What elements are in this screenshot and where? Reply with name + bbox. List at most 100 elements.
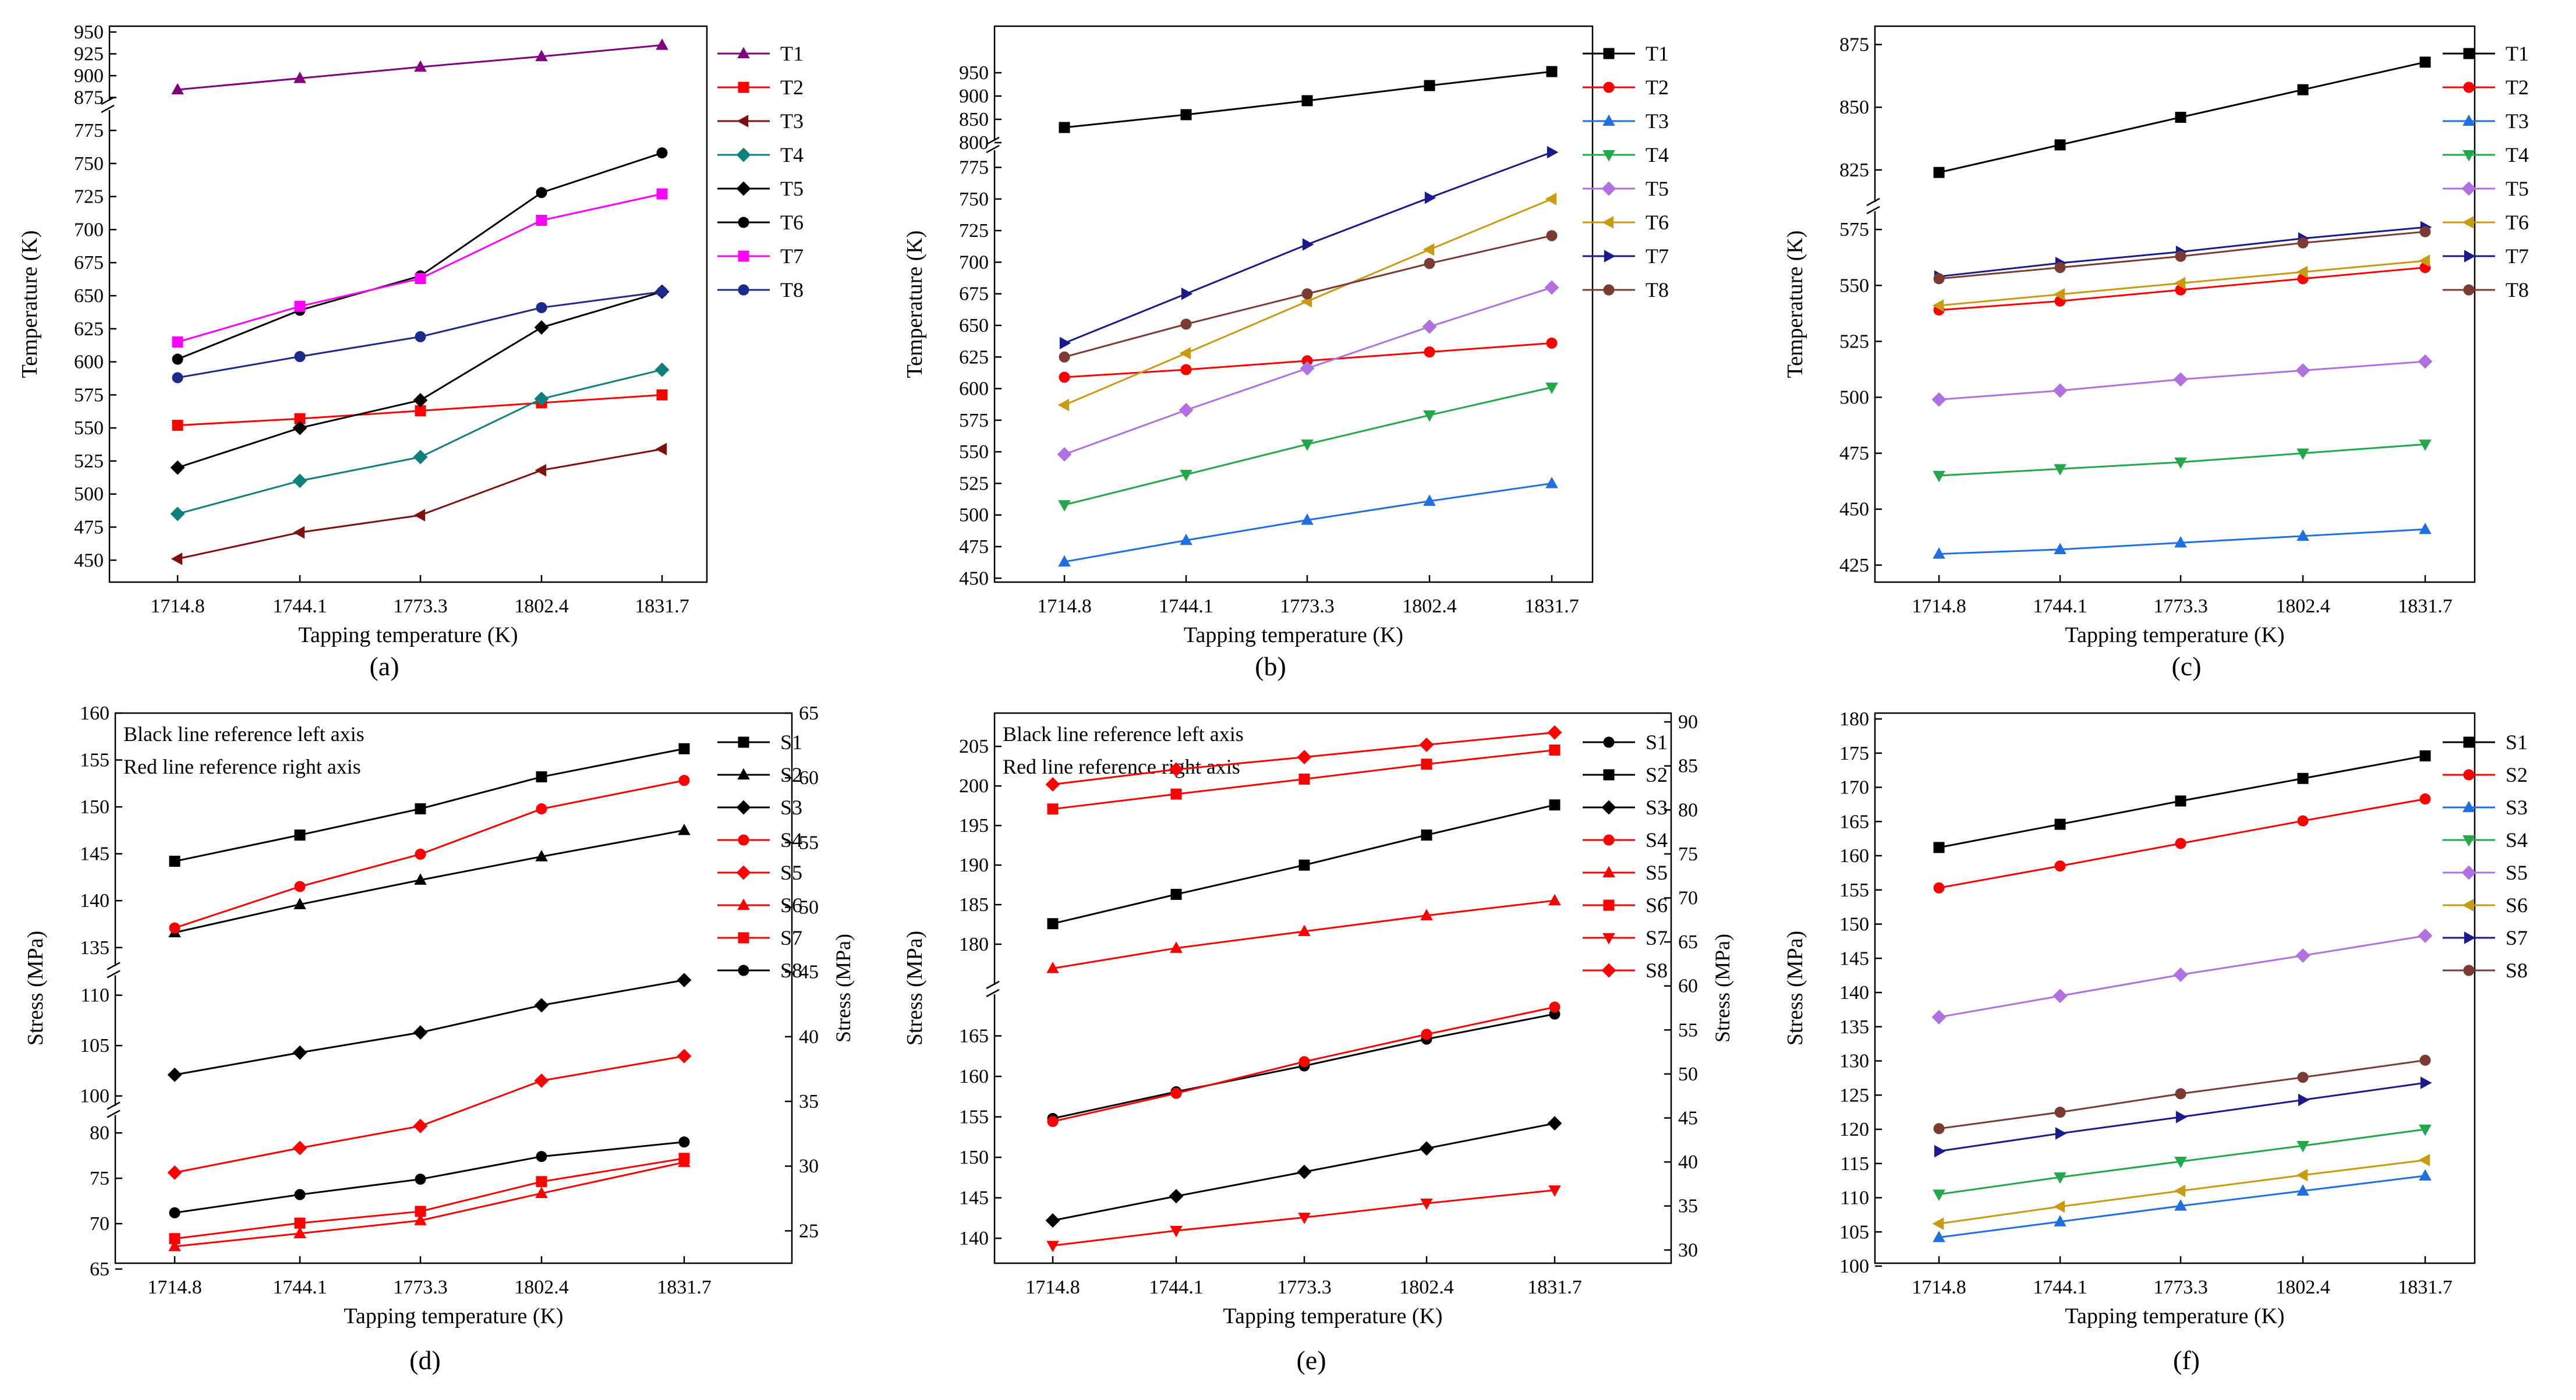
data-point — [2173, 967, 2188, 982]
data-point — [294, 1217, 306, 1229]
legend-label: S2 — [1646, 763, 1668, 786]
y-tick-label: 125 — [1839, 1084, 1869, 1106]
data-point — [1058, 555, 1071, 567]
y-tick-label: 185 — [959, 894, 989, 916]
data-point — [1423, 410, 1436, 422]
data-point — [171, 552, 183, 565]
data-point — [170, 460, 185, 475]
data-point — [414, 60, 427, 72]
legend-label: S5 — [2506, 861, 2528, 884]
legend-label: T5 — [2506, 177, 2529, 200]
legend-marker — [2462, 114, 2475, 126]
legend-marker — [1602, 150, 1615, 162]
y-right-tick-label: 80 — [1678, 799, 1698, 821]
legend-marker — [2462, 800, 2475, 813]
data-point — [1545, 193, 1557, 205]
series-T3: T3 — [1058, 109, 1669, 567]
y-right-tick-label: 70 — [1678, 888, 1698, 909]
x-tick-label: 1802.4 — [1399, 1277, 1454, 1298]
data-point — [1548, 894, 1561, 906]
legend-marker — [2463, 965, 2475, 976]
data-point — [1547, 1116, 1562, 1131]
series-S4: S4 — [169, 775, 802, 934]
data-point — [293, 1227, 306, 1239]
data-point — [1933, 470, 1945, 483]
series-line — [174, 1055, 685, 1174]
data-point — [2297, 448, 2309, 460]
data-point — [1169, 1189, 1184, 1204]
legend-label: S4 — [1646, 828, 1668, 852]
data-point — [2175, 1088, 2186, 1100]
series-S3: S3 — [1933, 796, 2528, 1242]
data-point — [656, 188, 668, 200]
data-point — [1546, 230, 1558, 242]
panel-label: (f) — [2173, 1345, 2200, 1375]
data-point — [535, 464, 547, 477]
y-right-tick-label: 65 — [1678, 931, 1698, 953]
series-T4: T4 — [170, 143, 804, 522]
x-tick-label: 1773.3 — [1280, 596, 1335, 617]
data-point — [1169, 762, 1184, 777]
data-point — [2297, 529, 2309, 541]
y-tick-label: 950 — [959, 62, 989, 84]
data-point — [2174, 1185, 2186, 1197]
data-point — [169, 922, 181, 934]
y-tick-label: 155 — [1839, 880, 1869, 901]
y-tick-label: 475 — [74, 517, 104, 538]
legend-label: S2 — [780, 763, 802, 786]
y-tick-label: 850 — [959, 109, 989, 130]
data-point — [2297, 772, 2309, 784]
y-tick-label: 600 — [74, 352, 104, 373]
legend-label: T2 — [780, 76, 804, 99]
y-right-tick-label: 50 — [1678, 1064, 1698, 1085]
series-T7: T7 — [1059, 146, 1669, 350]
y-tick-label: 600 — [959, 378, 989, 400]
x-tick-label: 1802.4 — [2276, 596, 2330, 617]
series-T8: T8 — [172, 278, 804, 384]
data-point — [1298, 1213, 1311, 1224]
chart-panel-e: 140 145 150 155 160 165 180 185 190 195 200 205 30 35… — [903, 711, 1734, 1375]
x-tick-label: 1802.4 — [514, 1277, 569, 1298]
data-point — [2419, 1169, 2432, 1181]
series-S6: S6 — [1047, 745, 1668, 917]
data-point — [2175, 795, 2186, 807]
series-T5: T5 — [1931, 177, 2529, 407]
data-point — [677, 973, 692, 988]
series-T3: T3 — [171, 109, 804, 565]
panel-label: (e) — [1296, 1345, 1326, 1375]
series-S5: S5 — [1931, 861, 2528, 1025]
axis-break-gap — [102, 101, 116, 110]
data-point — [292, 473, 307, 488]
series-T1: T1 — [171, 38, 804, 95]
legend-label: T4 — [2506, 143, 2529, 166]
legend-marker — [2462, 899, 2474, 912]
series-line — [177, 152, 663, 360]
data-point — [1421, 759, 1432, 770]
data-point — [1932, 1217, 1944, 1230]
x-tick-label: 1773.3 — [2153, 596, 2208, 617]
data-point — [2418, 354, 2433, 369]
y-tick-label: 700 — [74, 219, 104, 240]
legend-label: S7 — [780, 926, 802, 949]
axis-break-mark — [1866, 197, 1880, 207]
x-tick-label: 1831.7 — [2398, 1277, 2453, 1298]
legend-label: S3 — [780, 796, 802, 819]
x-tick-label: 1773.3 — [2153, 1277, 2208, 1298]
legend-marker — [736, 865, 751, 880]
data-point — [656, 286, 668, 297]
data-point — [2297, 84, 2309, 95]
data-point — [2174, 457, 2187, 469]
data-point — [2174, 277, 2186, 290]
y-tick-label: 135 — [1839, 1016, 1869, 1038]
axis-break-gap — [988, 985, 1002, 994]
series-line — [177, 368, 663, 515]
data-point — [2054, 1107, 2066, 1118]
series-S2: S2 — [1933, 763, 2528, 894]
data-point — [169, 856, 181, 867]
series-T3: T3 — [1933, 109, 2529, 559]
data-point — [1933, 1231, 1945, 1242]
data-point — [1547, 725, 1562, 740]
y-right-tick-label: 40 — [1678, 1151, 1698, 1173]
legend-marker — [736, 800, 751, 815]
y-tick-label: 205 — [959, 736, 989, 757]
